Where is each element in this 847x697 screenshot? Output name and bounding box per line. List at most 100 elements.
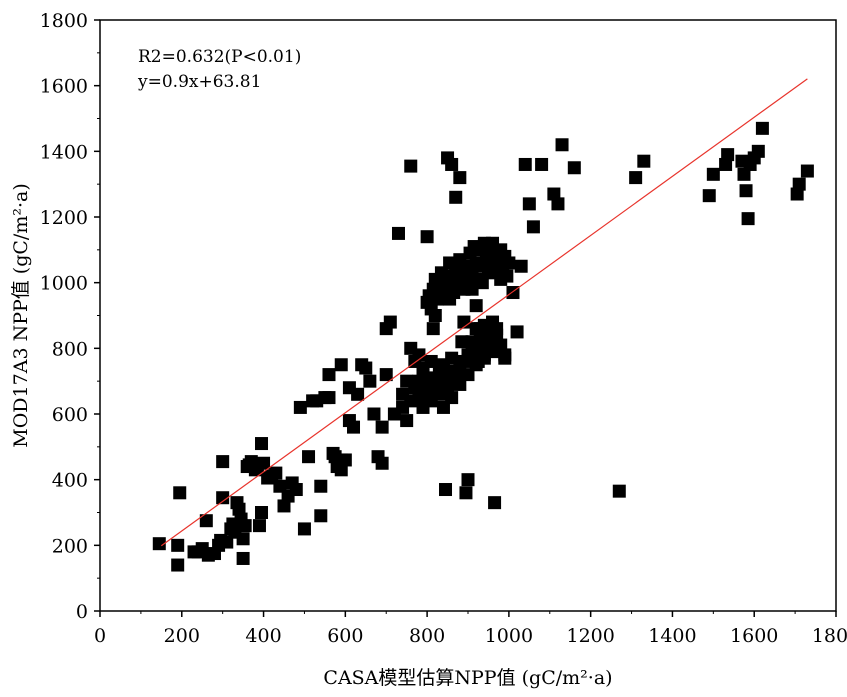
data-point <box>486 236 500 250</box>
data-point <box>449 190 463 204</box>
x-tick-label: 600 <box>327 625 363 647</box>
data-point <box>490 341 504 355</box>
x-tick-label: 1400 <box>648 625 696 647</box>
data-point <box>273 479 287 493</box>
data-point <box>449 374 463 388</box>
data-point <box>269 466 283 480</box>
data-point <box>334 463 348 477</box>
data-point <box>408 377 422 391</box>
data-point <box>481 325 495 339</box>
data-point <box>436 368 450 382</box>
data-point <box>363 374 377 388</box>
x-axis-label: CASA模型估算NPP值 (gC/m²·a) <box>323 667 612 689</box>
data-point <box>555 138 569 152</box>
data-point <box>236 551 250 565</box>
data-point <box>792 177 806 191</box>
data-point <box>518 157 532 171</box>
data-point <box>424 302 438 316</box>
data-point <box>629 171 643 185</box>
data-point <box>514 259 528 273</box>
data-point <box>741 212 755 226</box>
r2-annotation: R2=0.632(P<0.01) <box>138 47 301 67</box>
data-point <box>469 299 483 313</box>
y-tick-label: 1200 <box>40 207 88 229</box>
data-point <box>297 522 311 536</box>
y-tick-label: 400 <box>52 470 88 492</box>
data-point <box>547 187 561 201</box>
data-point <box>535 157 549 171</box>
data-point <box>220 535 234 549</box>
data-point <box>496 259 510 273</box>
data-point <box>359 361 373 375</box>
data-point <box>471 272 485 286</box>
data-point <box>498 351 512 365</box>
data-point <box>391 226 405 240</box>
data-point <box>702 189 716 203</box>
data-point <box>737 167 751 181</box>
data-point <box>447 286 461 300</box>
y-tick-label: 200 <box>52 535 88 557</box>
data-point <box>445 391 459 405</box>
data-point <box>500 269 514 283</box>
x-tick-label: 1000 <box>485 625 533 647</box>
data-point <box>751 144 765 158</box>
data-point <box>375 420 389 434</box>
data-point <box>379 368 393 382</box>
data-point <box>383 315 397 329</box>
data-point <box>252 519 266 533</box>
data-point <box>152 537 166 551</box>
data-point <box>171 558 185 572</box>
y-tick-label: 0 <box>76 601 88 623</box>
y-tick-label: 600 <box>52 404 88 426</box>
x-tick-label: 800 <box>409 625 445 647</box>
y-tick-label: 800 <box>52 338 88 360</box>
data-point <box>314 479 328 493</box>
data-point <box>719 157 733 171</box>
data-point <box>400 414 414 428</box>
x-tick-label: 0 <box>94 625 106 647</box>
y-tick-label: 1800 <box>40 10 88 32</box>
data-point <box>522 197 536 211</box>
data-point <box>351 387 365 401</box>
data-point <box>428 377 442 391</box>
data-point <box>216 455 230 469</box>
data-point <box>322 368 336 382</box>
data-point <box>338 453 352 467</box>
data-point <box>302 450 316 464</box>
data-point <box>171 538 185 552</box>
data-point <box>637 154 651 168</box>
data-point <box>314 509 328 523</box>
data-point <box>551 197 565 211</box>
data-point <box>173 486 187 500</box>
data-point <box>721 148 735 162</box>
data-point <box>375 456 389 470</box>
data-point <box>612 484 626 498</box>
data-point <box>216 491 230 505</box>
data-point <box>739 184 753 198</box>
data-point <box>426 282 440 296</box>
data-point <box>420 230 434 244</box>
fit-line <box>160 78 808 547</box>
data-point <box>238 519 252 533</box>
data-point <box>255 506 269 519</box>
x-tick-label: 1800 <box>812 625 847 647</box>
data-point <box>453 361 467 375</box>
data-point <box>800 164 814 178</box>
data-point <box>255 437 269 451</box>
data-point <box>461 348 475 362</box>
data-point <box>334 358 348 372</box>
data-point <box>461 473 475 487</box>
equation-annotation: y=0.9x+63.81 <box>137 72 261 92</box>
data-point <box>347 420 361 434</box>
data-point <box>439 483 453 497</box>
data-point <box>455 335 469 349</box>
data-point <box>277 499 291 513</box>
x-tick-label: 400 <box>245 625 281 647</box>
data-point <box>453 171 467 185</box>
data-point <box>322 391 336 405</box>
data-point <box>367 407 381 421</box>
data-point <box>232 502 246 516</box>
y-tick-label: 1400 <box>40 141 88 163</box>
